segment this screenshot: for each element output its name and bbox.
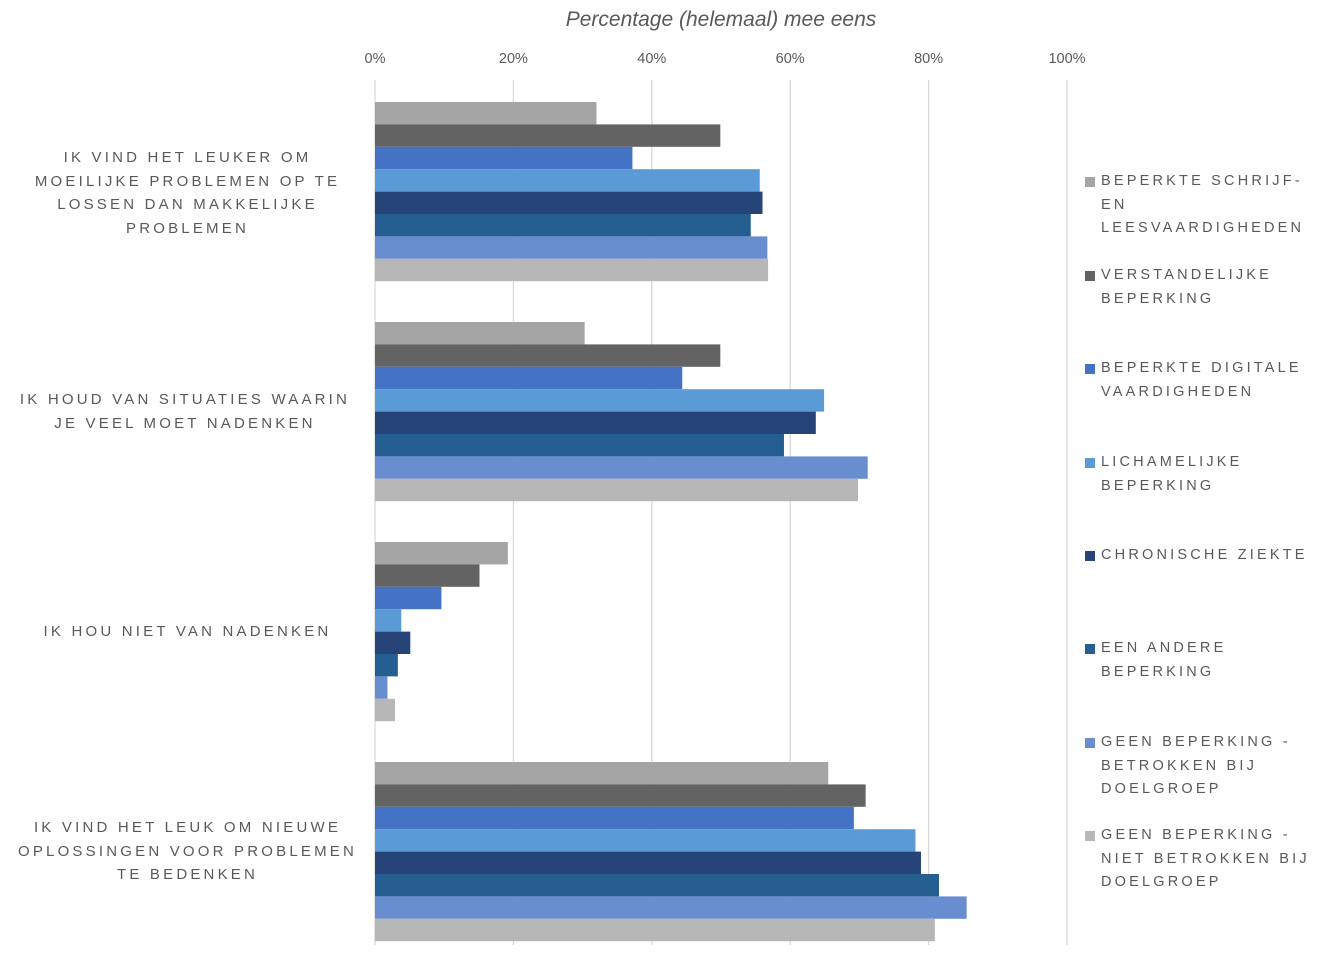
bar — [375, 344, 721, 367]
bar — [375, 124, 721, 147]
x-tick-label: 100% — [1048, 51, 1085, 67]
bar — [375, 456, 868, 479]
legend-label: EEN ANDERE BEPERKING — [1101, 640, 1227, 680]
x-tick-label: 60% — [776, 51, 805, 67]
legend-swatch — [1085, 644, 1095, 654]
legend-label: CHRONISCHE ZIEKTE — [1101, 547, 1308, 563]
bar — [375, 874, 939, 897]
bar — [375, 676, 388, 699]
bar — [375, 478, 859, 502]
bar — [375, 918, 935, 942]
x-tick-label: 0% — [365, 51, 386, 67]
legend-label: BEPERKTE SCHRIJF- EN LEESVAARDIGHEDEN — [1101, 173, 1305, 236]
bar — [375, 631, 411, 654]
bar — [375, 169, 760, 192]
bar — [375, 654, 398, 677]
bar — [375, 896, 967, 919]
bar — [375, 851, 921, 874]
x-tick-label: 40% — [637, 51, 666, 67]
bar — [375, 434, 784, 457]
bar — [375, 214, 751, 237]
legend-swatch — [1085, 738, 1095, 748]
bar — [375, 542, 508, 565]
category-label: IK HOUD VAN SITUATIES WAARIN JE VEEL MOE… — [19, 391, 351, 432]
bar — [375, 784, 866, 807]
bar — [375, 829, 916, 852]
bar — [375, 806, 854, 830]
legend-swatch — [1085, 551, 1095, 561]
bar — [375, 586, 442, 610]
category-label: IK VIND HET LEUK OM NIEUWE OPLOSSINGEN V… — [17, 819, 358, 883]
bar — [375, 102, 597, 125]
category-label: IK VIND HET LEUKER OM MOEILIJKE PROBLEME… — [34, 149, 341, 237]
category-label: IK HOU NIET VAN NADENKEN — [43, 623, 332, 640]
legend-swatch — [1085, 831, 1095, 841]
x-tick-label: 80% — [914, 51, 943, 67]
bar — [375, 322, 585, 345]
legend-swatch — [1085, 177, 1095, 187]
chart-title: Percentage (helemaal) mee eens — [565, 8, 877, 31]
bar — [375, 609, 402, 632]
bar — [375, 146, 633, 170]
legend-label: GEEN BEPERKING - BETROKKEN BIJ DOELGROEP — [1101, 734, 1291, 797]
x-tick-label: 20% — [499, 51, 528, 67]
legend-label: LICHAMELIJKE BEPERKING — [1101, 454, 1243, 494]
legend-swatch — [1085, 364, 1095, 374]
bar — [375, 698, 396, 722]
legend: BEPERKTE SCHRIJF- EN LEESVAARDIGHEDEN VER… — [1085, 0, 1335, 957]
bar — [375, 366, 683, 390]
bar — [375, 564, 480, 587]
bar — [375, 389, 825, 412]
bar — [375, 411, 816, 434]
legend-label: VERSTANDELIJKE BEPERKING — [1101, 267, 1273, 307]
legend-swatch — [1085, 271, 1095, 281]
legend-swatch — [1085, 458, 1095, 468]
bar — [375, 762, 829, 785]
bar — [375, 236, 768, 259]
bar — [375, 258, 769, 282]
legend-label: BEPERKTE DIGITALE VAARDIGHEDEN — [1101, 360, 1302, 400]
legend-label: GEEN BEPERKING - NIET BETROKKEN BIJ DOEL… — [1101, 827, 1310, 890]
bar — [375, 191, 763, 214]
